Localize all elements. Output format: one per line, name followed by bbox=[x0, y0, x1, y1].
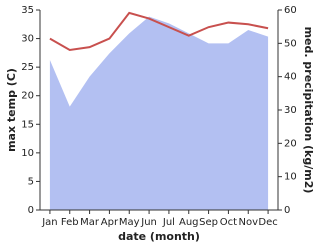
y-tick-label: 35 bbox=[21, 5, 34, 16]
x-tick-label: Apr bbox=[101, 217, 119, 228]
x-tick-label: Aug bbox=[179, 217, 199, 228]
y2-tick-label: 60 bbox=[284, 5, 297, 16]
x-tick-label: Nov bbox=[238, 217, 258, 228]
y-tick-label: 20 bbox=[21, 91, 34, 102]
x-tick-label: Jul bbox=[162, 217, 175, 228]
y-tick-label: 25 bbox=[21, 62, 34, 73]
x-tick-label: Jun bbox=[140, 217, 157, 228]
x-tick-label: Oct bbox=[220, 217, 237, 228]
precipitation-area bbox=[49, 16, 269, 210]
x-tick-label: Feb bbox=[61, 217, 79, 228]
y-tick-label: 30 bbox=[21, 34, 34, 45]
y-axis-label: max temp (C) bbox=[5, 68, 18, 152]
x-axis-label: date (month) bbox=[118, 230, 200, 243]
x-tick-label: Sep bbox=[199, 217, 218, 228]
y2-tick-label: 40 bbox=[284, 72, 297, 83]
y2-tick-label: 50 bbox=[284, 38, 297, 49]
y2-tick-label: 0 bbox=[284, 205, 290, 216]
y2-tick-label: 30 bbox=[284, 105, 297, 116]
temperature-line bbox=[49, 11, 269, 52]
y2-tick-label: 20 bbox=[284, 138, 297, 149]
x-tick-label: May bbox=[119, 217, 140, 228]
x-tick-label: Jan bbox=[41, 217, 57, 228]
x-tick-label: Mar bbox=[80, 217, 100, 228]
y-tick-label: 10 bbox=[21, 148, 34, 159]
y-tick-label: 15 bbox=[21, 119, 34, 130]
y2-tick-label: 10 bbox=[284, 172, 297, 183]
y-tick-label: 0 bbox=[28, 205, 34, 216]
x-tick-label: Dec bbox=[258, 217, 277, 228]
y2-axis-label: med. precipitation (kg/m2) bbox=[302, 27, 315, 194]
y-tick-label: 5 bbox=[28, 176, 34, 187]
